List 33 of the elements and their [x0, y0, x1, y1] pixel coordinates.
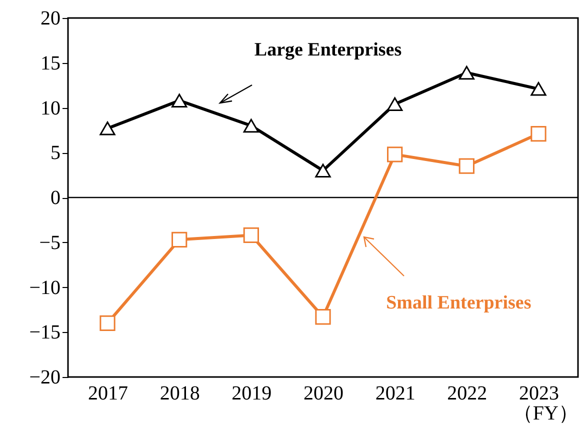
- point: [172, 94, 188, 108]
- y-tick-label: 15: [40, 52, 60, 74]
- y-tick-label: 5: [50, 142, 60, 164]
- x-axis-title: （FY）: [512, 402, 578, 424]
- series-label: Large Enterprises: [254, 39, 402, 60]
- point: [530, 126, 546, 142]
- point: [243, 227, 259, 244]
- x-tick-label: 2023: [518, 382, 559, 404]
- y-tick-label: 10: [40, 97, 60, 120]
- x-tick-label: 2020: [304, 382, 344, 404]
- point: [100, 315, 116, 331]
- y-tick-label: −5: [39, 232, 60, 254]
- x-tick-label: 2021: [375, 382, 416, 404]
- x-tick-label: 2019: [232, 382, 272, 404]
- point: [387, 146, 403, 162]
- y-tick-label: 20: [40, 8, 60, 30]
- point: [530, 82, 546, 96]
- x-tick-label: 2022: [447, 382, 488, 404]
- y-tick-label: −20: [29, 366, 60, 388]
- y-tick-label: −10: [29, 276, 60, 299]
- x-tick-label: 2018: [160, 382, 200, 404]
- point: [315, 164, 331, 178]
- y-tick-label: −15: [29, 322, 60, 344]
- point: [100, 122, 116, 136]
- point: [315, 309, 331, 325]
- point: [458, 158, 474, 174]
- y-tick-label: 0: [50, 187, 60, 209]
- legend-label: Small Enterprises: [386, 292, 532, 314]
- point: [458, 66, 474, 80]
- point: [243, 118, 259, 133]
- x-tick-label: 2017: [88, 382, 128, 404]
- point: [172, 232, 188, 248]
- point: [387, 97, 403, 112]
